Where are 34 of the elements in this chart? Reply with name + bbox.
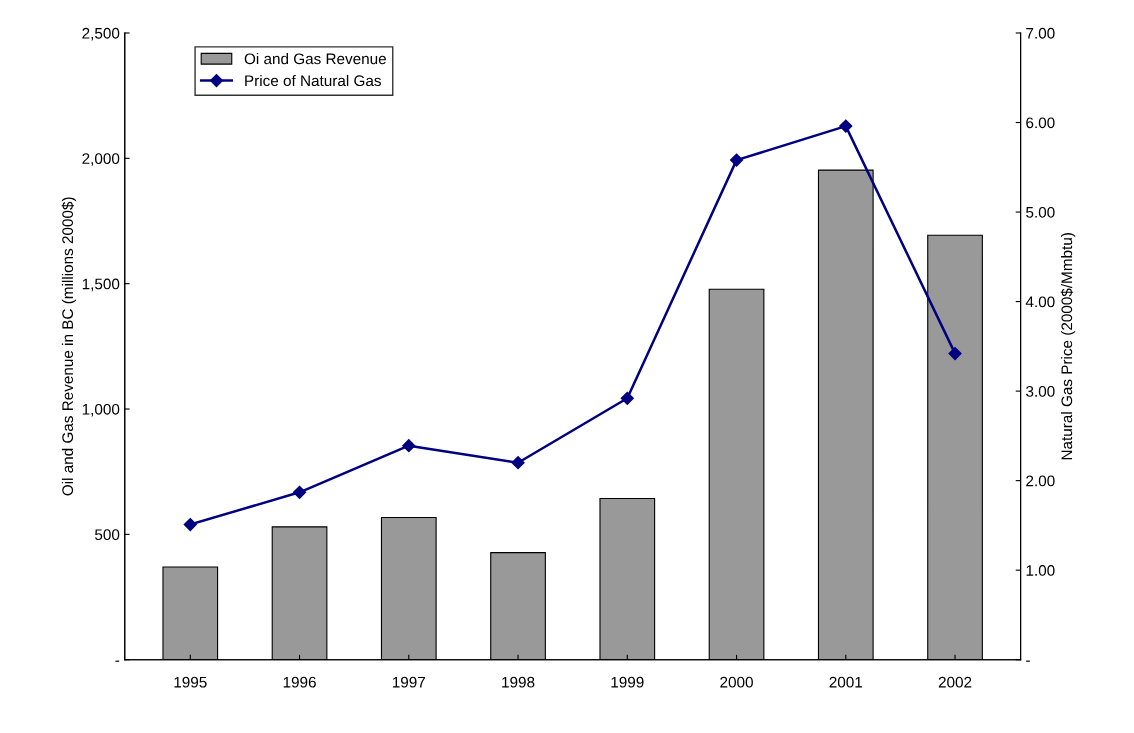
x-tick-label: 2000 xyxy=(720,676,753,688)
point xyxy=(511,456,525,470)
y2-tick-label: 4.00 xyxy=(1025,296,1055,308)
y-tick-label: 2,500 xyxy=(82,27,120,41)
y2-tick-label: 3.00 xyxy=(1026,385,1055,397)
x-tick-label: 1997 xyxy=(392,676,426,688)
point xyxy=(620,391,634,405)
y2-axis-title: Natural Gas Price (2000$/Mmbtu) xyxy=(1060,233,1076,460)
y-tick-label: 500 xyxy=(95,529,120,541)
y2-tick-label: 2.00 xyxy=(1026,475,1055,487)
x-tick-label: 2001 xyxy=(829,676,863,688)
point xyxy=(948,346,962,361)
y2-tick-label: 1.00 xyxy=(1026,565,1055,576)
x-tick-label: 1995 xyxy=(174,676,207,688)
x-tick-label: 1998 xyxy=(502,676,535,688)
y2-tick-label: - xyxy=(1026,660,1030,662)
x-tick-label: 1996 xyxy=(283,676,316,688)
point xyxy=(839,119,853,133)
y-tick-label: 2,000 xyxy=(82,153,120,166)
legend-label: Price of Natural Gas xyxy=(245,74,381,87)
y2-tick-label: 7.00 xyxy=(1026,27,1055,39)
y-tick-label: 1,000 xyxy=(82,403,120,417)
x-tick-label: 2002 xyxy=(938,676,972,688)
point xyxy=(183,517,197,532)
y-tick-label: - xyxy=(115,660,120,662)
y2-tick-label: 5.00 xyxy=(1026,206,1055,218)
legend-label: Oi and Gas Revenue xyxy=(244,53,386,65)
y-tick-label: 1,500 xyxy=(82,278,120,292)
y2-tick-label: 6.00 xyxy=(1026,117,1055,129)
x-tick-label: 1999 xyxy=(611,676,644,688)
point xyxy=(729,153,744,167)
point xyxy=(292,485,307,499)
point xyxy=(402,439,416,453)
y-axis-title: Oil and Gas Revenue in BC (millions 2000$) xyxy=(61,197,77,496)
